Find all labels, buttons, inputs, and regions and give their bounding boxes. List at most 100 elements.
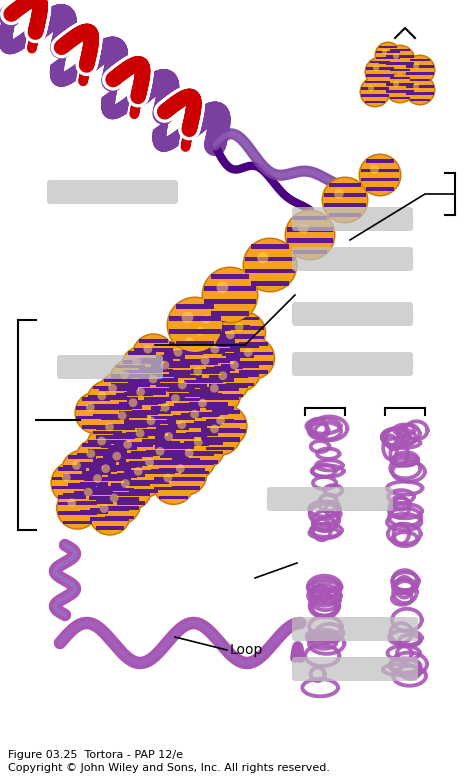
Circle shape <box>135 405 178 448</box>
FancyBboxPatch shape <box>91 507 129 511</box>
Circle shape <box>175 439 215 479</box>
Circle shape <box>76 393 116 433</box>
FancyBboxPatch shape <box>142 410 171 414</box>
Circle shape <box>109 468 153 510</box>
FancyBboxPatch shape <box>74 500 113 504</box>
FancyBboxPatch shape <box>194 393 222 396</box>
Circle shape <box>192 305 232 345</box>
FancyBboxPatch shape <box>173 443 201 446</box>
Circle shape <box>88 493 131 535</box>
Circle shape <box>87 382 128 422</box>
Circle shape <box>160 383 202 426</box>
Circle shape <box>61 450 104 493</box>
Circle shape <box>152 462 195 505</box>
FancyBboxPatch shape <box>201 437 239 441</box>
FancyBboxPatch shape <box>101 416 129 420</box>
Circle shape <box>196 327 204 336</box>
FancyBboxPatch shape <box>386 83 414 86</box>
FancyBboxPatch shape <box>151 406 190 410</box>
Circle shape <box>149 375 157 384</box>
FancyBboxPatch shape <box>180 359 209 363</box>
FancyBboxPatch shape <box>251 245 289 249</box>
FancyBboxPatch shape <box>123 370 162 374</box>
Circle shape <box>235 322 244 332</box>
Circle shape <box>105 423 114 431</box>
FancyBboxPatch shape <box>206 378 234 382</box>
Circle shape <box>373 65 379 71</box>
Circle shape <box>118 411 127 420</box>
FancyBboxPatch shape <box>146 460 185 463</box>
FancyBboxPatch shape <box>145 397 173 400</box>
FancyBboxPatch shape <box>370 81 390 83</box>
FancyBboxPatch shape <box>201 397 239 400</box>
FancyBboxPatch shape <box>176 304 214 308</box>
FancyBboxPatch shape <box>97 486 126 490</box>
Circle shape <box>166 409 209 452</box>
FancyBboxPatch shape <box>209 375 248 378</box>
Circle shape <box>73 476 115 519</box>
FancyBboxPatch shape <box>93 413 122 417</box>
Circle shape <box>257 252 268 263</box>
Circle shape <box>144 435 187 479</box>
FancyBboxPatch shape <box>390 77 410 79</box>
Circle shape <box>168 371 208 410</box>
Circle shape <box>97 437 106 445</box>
FancyBboxPatch shape <box>169 329 221 334</box>
FancyBboxPatch shape <box>186 330 225 334</box>
FancyBboxPatch shape <box>146 451 185 454</box>
FancyBboxPatch shape <box>292 352 413 376</box>
FancyBboxPatch shape <box>101 444 129 448</box>
FancyBboxPatch shape <box>410 59 430 61</box>
FancyBboxPatch shape <box>186 404 215 407</box>
Circle shape <box>124 417 167 461</box>
FancyBboxPatch shape <box>222 325 250 328</box>
Circle shape <box>384 44 416 75</box>
FancyBboxPatch shape <box>361 94 389 96</box>
FancyBboxPatch shape <box>88 440 127 444</box>
FancyBboxPatch shape <box>156 355 185 358</box>
FancyBboxPatch shape <box>239 371 268 374</box>
Circle shape <box>244 239 296 291</box>
Circle shape <box>128 399 137 407</box>
Circle shape <box>166 455 206 494</box>
FancyBboxPatch shape <box>80 510 108 514</box>
Circle shape <box>190 409 199 419</box>
FancyBboxPatch shape <box>100 497 139 500</box>
Circle shape <box>90 494 130 535</box>
Circle shape <box>382 49 387 54</box>
Circle shape <box>191 346 231 386</box>
FancyBboxPatch shape <box>192 328 231 331</box>
FancyBboxPatch shape <box>226 383 255 386</box>
Circle shape <box>360 155 400 195</box>
FancyBboxPatch shape <box>96 435 135 439</box>
FancyBboxPatch shape <box>191 321 220 325</box>
Circle shape <box>210 345 219 354</box>
Text: Loop: Loop <box>230 643 264 657</box>
Circle shape <box>98 392 106 400</box>
FancyBboxPatch shape <box>114 444 153 448</box>
Circle shape <box>132 333 175 376</box>
Circle shape <box>75 437 118 481</box>
FancyBboxPatch shape <box>181 471 209 475</box>
Circle shape <box>393 53 399 59</box>
FancyBboxPatch shape <box>172 486 200 490</box>
FancyBboxPatch shape <box>292 207 413 231</box>
Circle shape <box>134 335 173 375</box>
FancyBboxPatch shape <box>131 423 160 427</box>
FancyBboxPatch shape <box>108 474 137 478</box>
FancyBboxPatch shape <box>63 465 101 469</box>
Circle shape <box>244 348 253 357</box>
Circle shape <box>74 392 118 434</box>
FancyBboxPatch shape <box>201 357 240 361</box>
FancyBboxPatch shape <box>169 342 198 346</box>
FancyBboxPatch shape <box>76 406 115 410</box>
FancyBboxPatch shape <box>292 617 418 641</box>
FancyBboxPatch shape <box>329 183 361 186</box>
FancyBboxPatch shape <box>111 492 150 496</box>
FancyBboxPatch shape <box>154 486 193 490</box>
FancyBboxPatch shape <box>74 491 113 495</box>
FancyBboxPatch shape <box>128 379 156 383</box>
Circle shape <box>180 399 220 440</box>
Circle shape <box>166 369 210 412</box>
Circle shape <box>203 268 257 322</box>
